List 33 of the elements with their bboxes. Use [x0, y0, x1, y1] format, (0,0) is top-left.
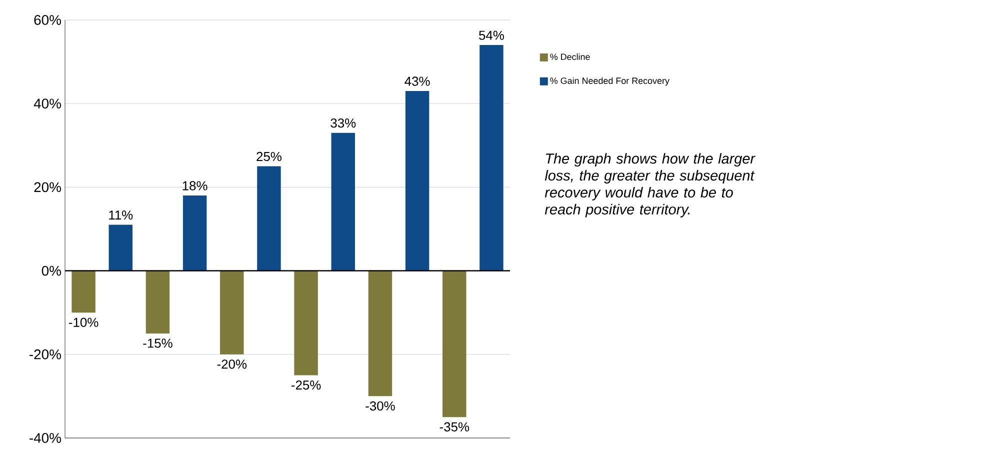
- bar: [405, 91, 430, 271]
- data-label: -35%: [440, 422, 470, 432]
- data-label: 33%: [330, 118, 356, 128]
- bar: [442, 270, 466, 418]
- bar: [480, 45, 504, 271]
- y-tick-label: 20%: [34, 182, 61, 192]
- y-tick-label: 60%: [34, 15, 61, 25]
- y-tick-label: -40%: [30, 433, 61, 443]
- bar: [257, 166, 281, 271]
- data-label: -25%: [292, 380, 321, 390]
- bar: [72, 270, 96, 313]
- bar: [220, 270, 244, 354]
- bar: [331, 132, 355, 271]
- data-label: 43%: [404, 76, 430, 86]
- data-label: -20%: [217, 360, 247, 369]
- y-tick-label: 0%: [42, 266, 61, 276]
- data-label: -15%: [143, 338, 172, 348]
- data-label: -30%: [366, 401, 395, 411]
- bar: [294, 270, 318, 376]
- data-label: 54%: [479, 30, 504, 40]
- legend-label: % Gain Needed For Recovery: [550, 77, 670, 86]
- data-label: 25%: [256, 152, 282, 162]
- bar: [368, 270, 392, 396]
- text: The graph shows how the larger loss, the greater the subsequent recovery would have to be to reach positive territory.: [544, 153, 756, 218]
- legend-label: % Decline: [550, 53, 590, 60]
- data-label: -10%: [69, 318, 98, 327]
- bar: [146, 270, 170, 334]
- data-label: 11%: [109, 210, 133, 220]
- bar: [182, 196, 207, 271]
- y-tick-label: -20%: [30, 349, 61, 360]
- data-label: 18%: [182, 181, 208, 190]
- y-tick-label: 40%: [34, 98, 61, 109]
- bar: [108, 224, 132, 271]
